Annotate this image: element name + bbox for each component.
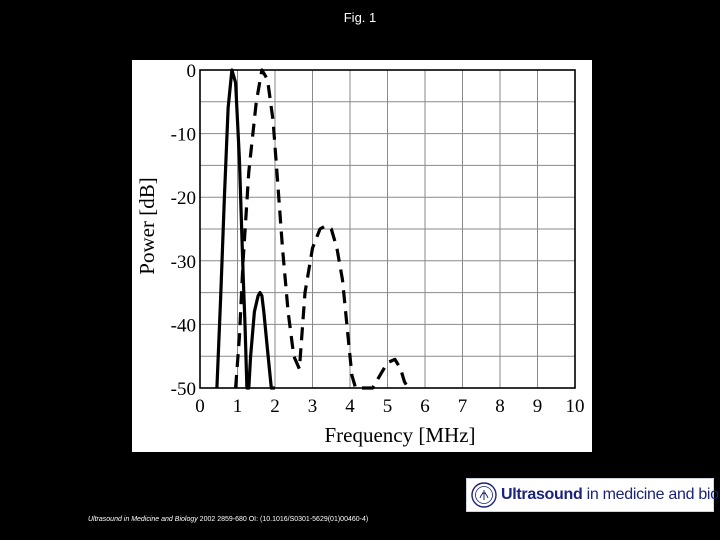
citation: Ultrasound in Medicine and Biology 2002 … (88, 516, 368, 523)
tick-labels: 0 1 2 3 4 5 6 7 8 9 10 0 -10 -20 -30 -40 -50 (171, 61, 585, 417)
x-tick-label: 2 (270, 396, 280, 417)
slide-title: Fig. 1 (343, 10, 377, 25)
series-line-solid (215, 68, 275, 390)
y-tick-label: -10 (171, 125, 196, 146)
x-tick-label: 1 (233, 396, 243, 417)
axes (199, 69, 576, 389)
x-tick-label: 4 (345, 396, 355, 417)
y-axis-label: Power [dB] (135, 177, 159, 274)
y-tick-label: -50 (171, 379, 196, 400)
journal-logo-text: Ultrasound in medicine and biology (501, 486, 720, 504)
logo-strong: Ultrasound (501, 486, 583, 503)
grid (199, 69, 576, 389)
y-tick-label: -20 (171, 188, 196, 209)
x-tick-label: 5 (383, 396, 393, 417)
power-spectrum-chart: 0 1 2 3 4 5 6 7 8 9 10 0 -10 -20 -30 -40 -50 Frequency [… (135, 61, 585, 447)
x-tick-label: 7 (458, 396, 468, 417)
x-tick-label: 6 (420, 396, 430, 417)
logo-rest: in medicine and biology (586, 486, 720, 503)
y-tick-label: 0 (187, 61, 197, 82)
x-tick-label: 9 (533, 396, 543, 417)
y-tick-label: -30 (171, 252, 196, 273)
series-line-dashed (234, 68, 410, 390)
x-tick-label: 8 (495, 396, 505, 417)
series-layer (215, 68, 410, 390)
figure-panel: 0 1 2 3 4 5 6 7 8 9 10 0 -10 -20 -30 -40 -50 Frequency [… (132, 60, 592, 452)
journal-seal-icon (471, 482, 497, 508)
x-tick-label: 10 (566, 396, 585, 417)
x-tick-label: 3 (308, 396, 318, 417)
x-tick-label: 0 (195, 396, 205, 417)
y-tick-label: -40 (171, 315, 196, 336)
journal-logo[interactable]: Ultrasound in medicine and biology (466, 478, 720, 512)
citation-journal: Ultrasound in Medicine and Biology (88, 516, 198, 523)
plot-frame (199, 69, 576, 389)
x-axis-label: Frequency [MHz] (324, 423, 475, 447)
citation-details: 2002 2859-680 OI: (10.1016/S0301-5629(01… (197, 516, 369, 523)
